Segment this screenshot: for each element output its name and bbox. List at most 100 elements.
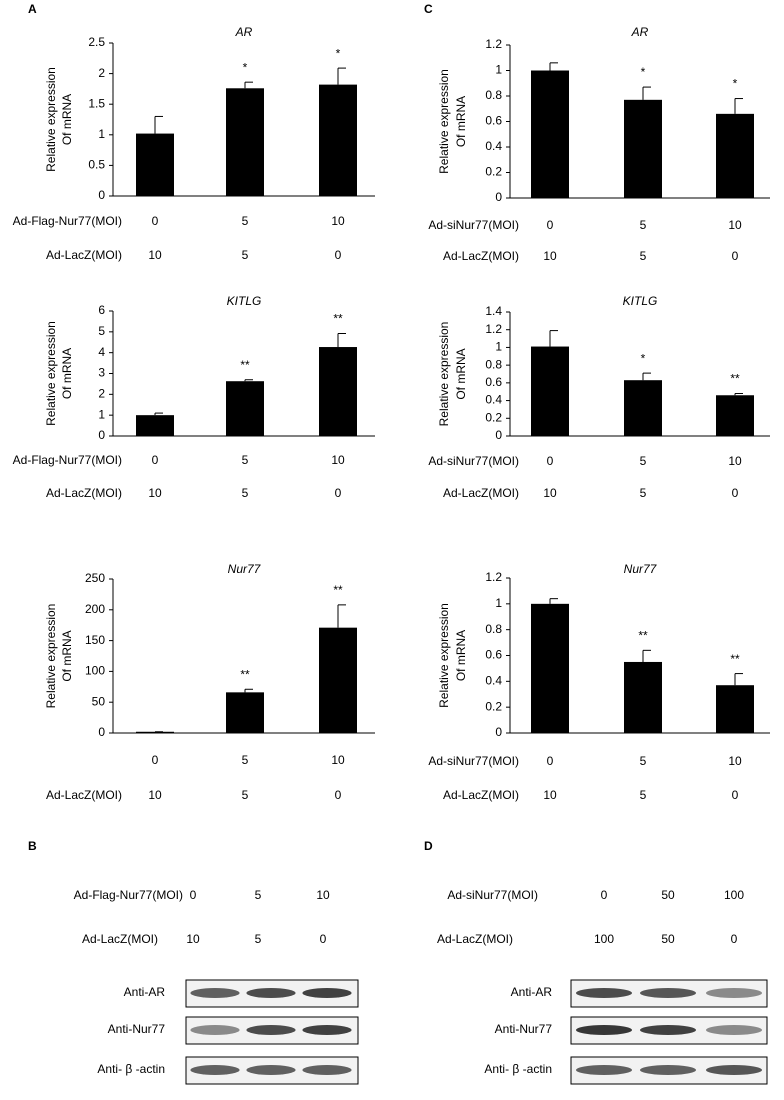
- y-axis-label: Relative expression: [44, 604, 58, 709]
- treatment-value: 0: [335, 486, 342, 500]
- significance: **: [638, 629, 648, 643]
- blot-label: Anti-AR: [124, 985, 166, 999]
- treatment-value: 5: [640, 249, 647, 263]
- treatment-name: Ad-siNur77(MOI): [428, 218, 519, 232]
- y-tick-label: 0.4: [485, 139, 502, 153]
- blot-band: [576, 1065, 632, 1075]
- significance: **: [333, 312, 343, 326]
- significance: *: [641, 65, 646, 79]
- bar: [136, 415, 174, 436]
- y-tick-label: 4: [98, 345, 105, 359]
- treatment-name: Ad-LacZ(MOI): [437, 932, 513, 946]
- y-tick-label: 100: [85, 664, 105, 678]
- error-bar: [642, 372, 651, 381]
- blot-band: [576, 988, 632, 998]
- error-bar: [154, 115, 163, 134]
- y-axis-label: Relative expression: [437, 69, 451, 174]
- treatment-name: Ad-siNur77(MOI): [428, 454, 519, 468]
- treatment-value: 0: [732, 788, 739, 802]
- error-bar: [642, 649, 651, 662]
- chart-title: KITLG: [227, 294, 262, 308]
- blot-band: [246, 1065, 296, 1075]
- treatment-value: 5: [242, 753, 249, 767]
- treatment-value: 5: [242, 214, 249, 228]
- panel-label: C: [424, 2, 433, 16]
- chart-title: AR: [235, 25, 253, 39]
- y-tick-label: 0: [495, 428, 502, 442]
- y-tick-label: 0.2: [485, 699, 502, 713]
- treatment-value: 0: [547, 754, 554, 768]
- treatment-value: 10: [331, 214, 345, 228]
- y-tick-label: 0: [495, 725, 502, 739]
- treatment-value: 5: [640, 754, 647, 768]
- treatment-value: 0: [547, 218, 554, 232]
- treatment-value: 0: [190, 888, 197, 902]
- blot-band: [190, 988, 240, 998]
- bar: [226, 692, 264, 733]
- treatment-value: 5: [640, 486, 647, 500]
- treatment-value: 10: [543, 788, 557, 802]
- error-bar: [734, 98, 743, 114]
- y-tick-label: 0: [98, 428, 105, 442]
- treatment-value: 10: [331, 453, 345, 467]
- treatment-value: 0: [152, 753, 159, 767]
- panel-label: B: [28, 839, 37, 853]
- treatment-value: 0: [152, 214, 159, 228]
- significance: **: [730, 372, 740, 386]
- treatment-name: Ad-Flag-Nur77(MOI): [74, 888, 183, 902]
- significance: **: [240, 667, 250, 681]
- treatment-name: Ad-LacZ(MOI): [46, 788, 122, 802]
- treatment-value: 10: [148, 486, 162, 500]
- y-tick-label: 250: [85, 571, 105, 585]
- y-axis-label: Of mRNA: [454, 348, 468, 399]
- treatment-value: 0: [152, 453, 159, 467]
- treatment-name: Ad-LacZ(MOI): [443, 788, 519, 802]
- blot-band: [190, 1065, 240, 1075]
- blot-label: Anti-AR: [511, 985, 553, 999]
- y-tick-label: 0.8: [485, 622, 502, 636]
- error-bar: [337, 333, 346, 348]
- treatment-value: 5: [640, 454, 647, 468]
- bar: [531, 603, 569, 733]
- treatment-value: 5: [640, 218, 647, 232]
- significance: *: [641, 351, 646, 365]
- bar: [319, 84, 357, 196]
- y-tick-label: 0.4: [485, 393, 502, 407]
- treatment-value: 5: [255, 932, 262, 946]
- treatment-value: 0: [335, 788, 342, 802]
- y-tick-label: 0.5: [88, 158, 105, 172]
- y-tick-label: 1: [495, 340, 502, 354]
- y-tick-label: 0.4: [485, 674, 502, 688]
- treatment-name: Ad-LacZ(MOI): [46, 248, 122, 262]
- blot-band: [706, 1025, 762, 1035]
- treatment-value: 5: [242, 788, 249, 802]
- y-tick-label: 1.4: [485, 304, 502, 318]
- treatment-value: 0: [335, 248, 342, 262]
- y-tick-label: 2.5: [88, 35, 105, 49]
- bar: [226, 88, 264, 196]
- significance: *: [733, 77, 738, 91]
- blot-band: [246, 1025, 296, 1035]
- significance: **: [333, 583, 343, 597]
- y-axis-label: Of mRNA: [60, 630, 74, 681]
- y-tick-label: 1: [98, 127, 105, 141]
- bar: [624, 661, 662, 733]
- chart-title: KITLG: [623, 294, 658, 308]
- y-tick-label: 1.2: [485, 37, 502, 51]
- bar: [136, 133, 174, 196]
- y-tick-label: 0: [98, 725, 105, 739]
- error-bar: [154, 412, 163, 416]
- blot-band: [302, 1025, 352, 1035]
- y-tick-label: 200: [85, 602, 105, 616]
- y-tick-label: 0.6: [485, 375, 502, 389]
- treatment-value: 0: [601, 888, 608, 902]
- y-tick-label: 0.6: [485, 114, 502, 128]
- blot-band: [190, 1025, 240, 1035]
- treatment-value: 10: [728, 218, 742, 232]
- y-tick-label: 0.8: [485, 357, 502, 371]
- bar: [226, 381, 264, 436]
- treatment-value: 10: [186, 932, 200, 946]
- panel-label: D: [424, 839, 433, 853]
- bar: [319, 347, 357, 436]
- bar: [531, 346, 569, 436]
